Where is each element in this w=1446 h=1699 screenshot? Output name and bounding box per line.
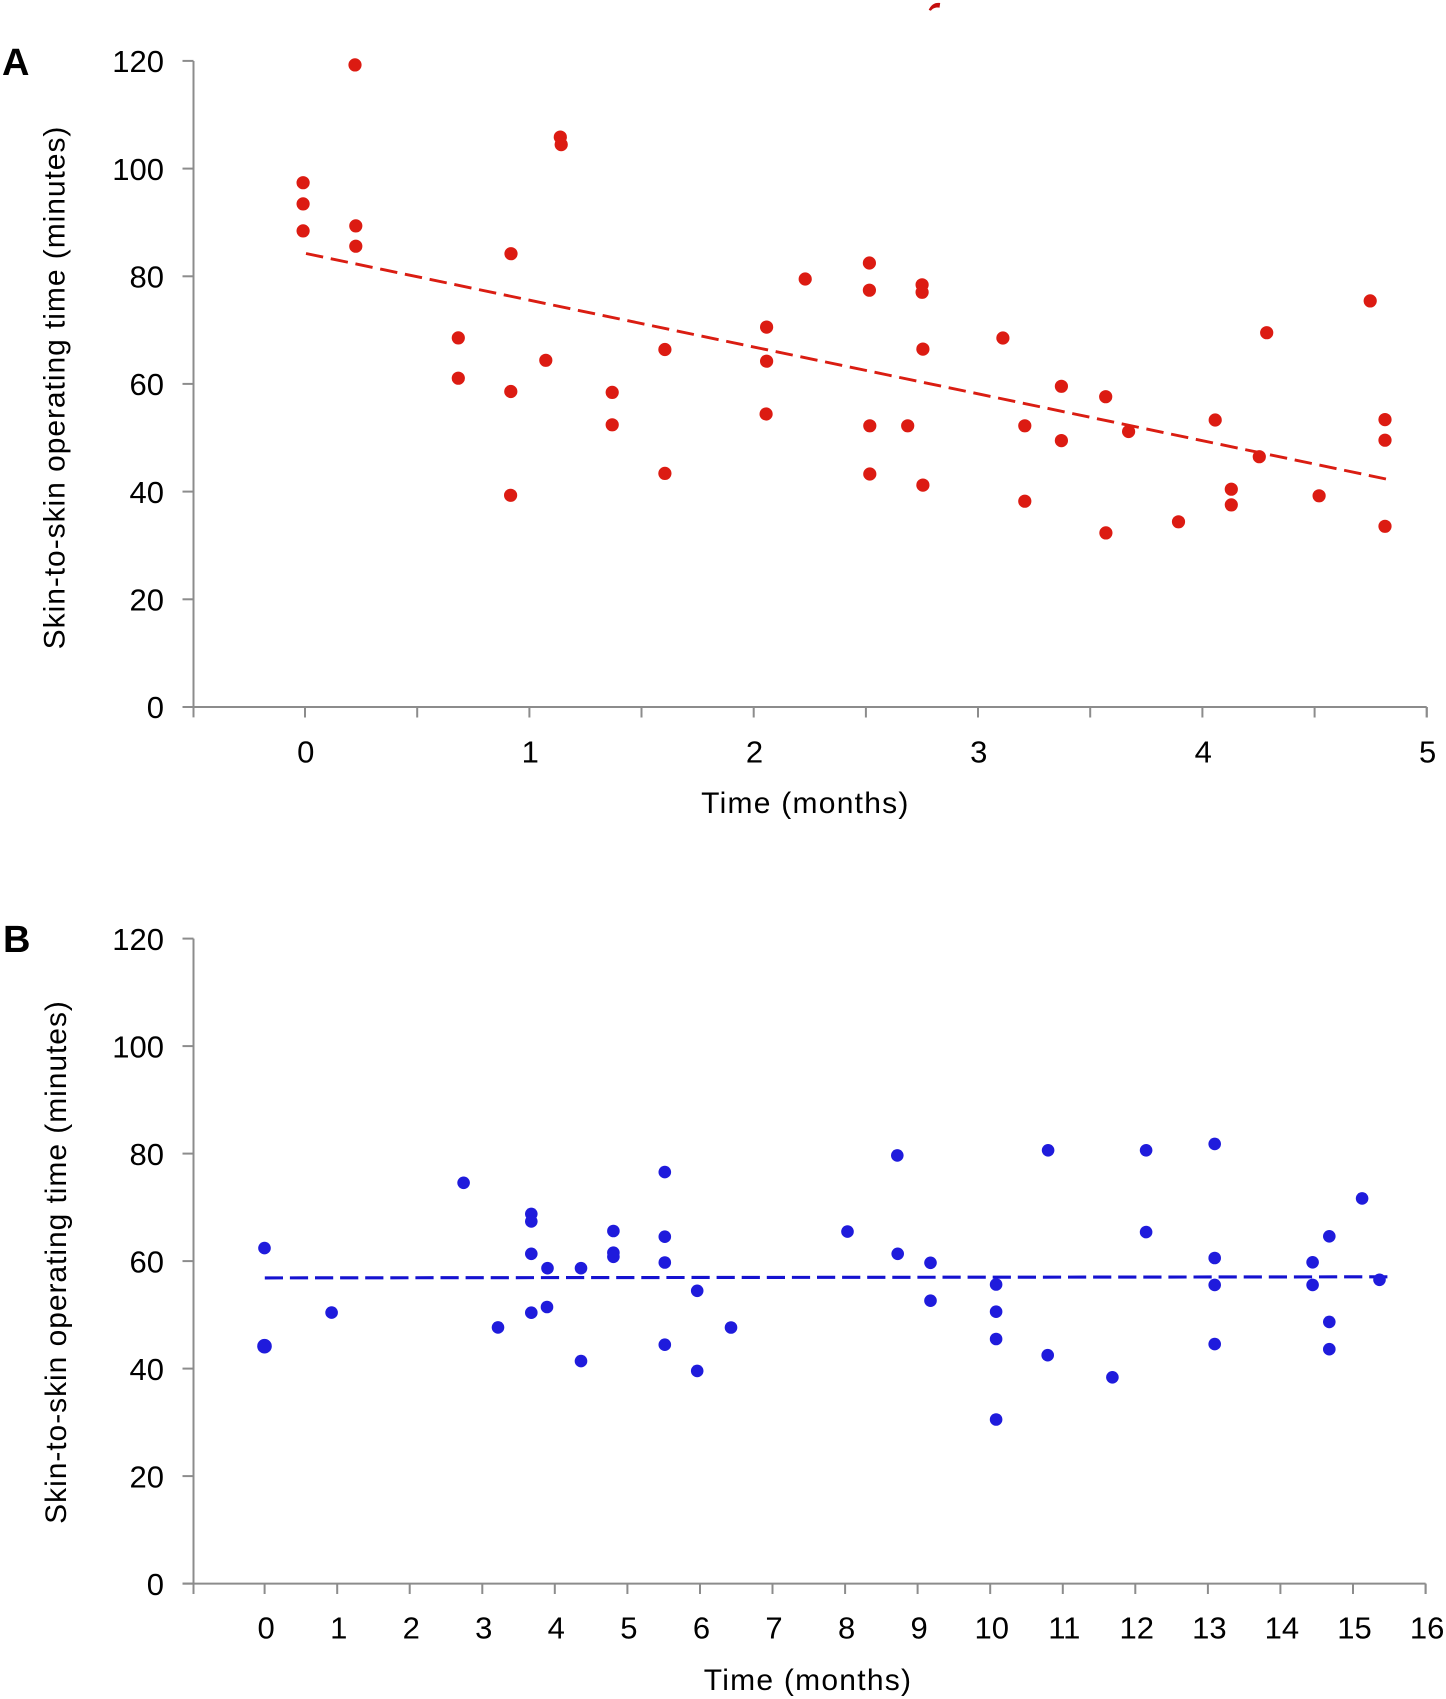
svg-text:Time (months): Time (months) [701,787,910,820]
svg-text:40: 40 [130,475,164,510]
svg-text:60: 60 [130,1244,164,1279]
svg-text:60: 60 [130,367,164,402]
svg-text:12: 12 [1120,1610,1154,1645]
svg-text:100: 100 [112,152,164,187]
svg-text:7: 7 [765,1610,782,1645]
svg-text:2: 2 [746,734,763,769]
svg-text:11: 11 [1048,1610,1080,1645]
svg-text:40: 40 [130,1352,164,1387]
svg-text:20: 20 [130,1459,164,1494]
svg-text:4: 4 [1195,734,1212,769]
svg-text:5: 5 [1419,734,1436,769]
svg-text:20: 20 [130,583,164,618]
svg-text:A: A [2,42,29,84]
svg-text:14: 14 [1265,1610,1299,1645]
svg-text:4: 4 [548,1610,565,1645]
svg-text:80: 80 [130,1137,164,1172]
svg-text:120: 120 [112,922,164,957]
svg-text:120: 120 [112,44,164,79]
svg-text:3: 3 [475,1610,492,1645]
svg-text:Time (months): Time (months) [704,1664,913,1697]
svg-text:9: 9 [910,1610,927,1645]
svg-text:Skin-to-skin operating time (m: Skin-to-skin operating time (minutes) [40,1000,73,1524]
svg-text:5: 5 [620,1610,637,1645]
svg-text:B: B [3,919,30,961]
svg-text:2: 2 [403,1610,420,1645]
svg-text:80: 80 [130,260,164,295]
svg-text:Skin-to-skin operating time (m: Skin-to-skin operating time (minutes) [39,126,72,650]
svg-text:0: 0 [257,1610,274,1645]
svg-text:10: 10 [974,1610,1008,1645]
svg-text:100: 100 [112,1029,164,1064]
svg-text:3: 3 [970,734,987,769]
svg-text:16: 16 [1410,1610,1444,1645]
svg-text:1: 1 [522,734,539,769]
svg-text:15: 15 [1337,1610,1371,1645]
svg-text:13: 13 [1192,1610,1226,1645]
svg-text:0: 0 [147,1567,164,1602]
svg-text:1: 1 [330,1610,347,1645]
svg-text:0: 0 [147,690,164,725]
svg-text:6: 6 [693,1610,710,1645]
svg-text:0: 0 [297,734,314,769]
svg-text:8: 8 [838,1610,855,1645]
